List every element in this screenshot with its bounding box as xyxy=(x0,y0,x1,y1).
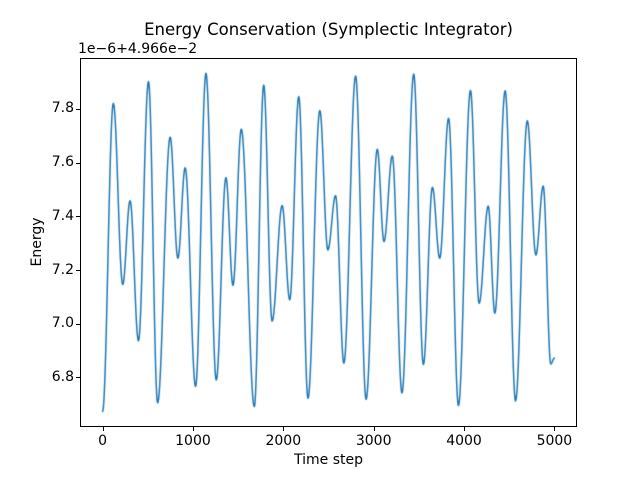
x-tick-label: 2000 xyxy=(265,433,302,449)
x-tick-label: 1000 xyxy=(175,433,211,449)
x-tick-label: 3000 xyxy=(355,433,392,449)
y-axis-label: Energy xyxy=(29,217,45,267)
x-tick-mark xyxy=(102,427,104,431)
x-tick-label: 0 xyxy=(98,433,108,449)
y-tick-mark xyxy=(76,377,80,379)
x-tick-label: 4000 xyxy=(446,433,482,449)
y-tick-label: 6.8 xyxy=(51,368,74,385)
y-tick-mark xyxy=(76,323,80,325)
plot-area xyxy=(80,58,577,427)
y-tick-mark xyxy=(76,216,80,218)
y-tick-mark xyxy=(76,162,80,164)
x-tick-label: 5000 xyxy=(536,433,573,449)
chart-title: Energy Conservation (Symplectic Integrat… xyxy=(144,20,513,39)
x-tick-mark xyxy=(373,427,375,431)
y-tick-label: 7.2 xyxy=(51,261,74,278)
y-tick-label: 7.6 xyxy=(51,154,74,171)
y-tick-label: 7.0 xyxy=(51,315,74,332)
y-tick-mark xyxy=(76,270,80,271)
x-tick-mark xyxy=(192,427,194,431)
x-tick-mark xyxy=(283,427,285,431)
y-axis-offset-text: 1e−6+4.966e−2 xyxy=(78,41,198,57)
x-axis-label: Time step xyxy=(294,452,363,468)
x-tick-mark xyxy=(554,427,556,431)
x-tick-mark xyxy=(464,427,466,431)
y-tick-mark xyxy=(76,108,80,110)
y-tick-label: 7.8 xyxy=(51,100,74,117)
y-tick-label: 7.4 xyxy=(51,207,74,224)
